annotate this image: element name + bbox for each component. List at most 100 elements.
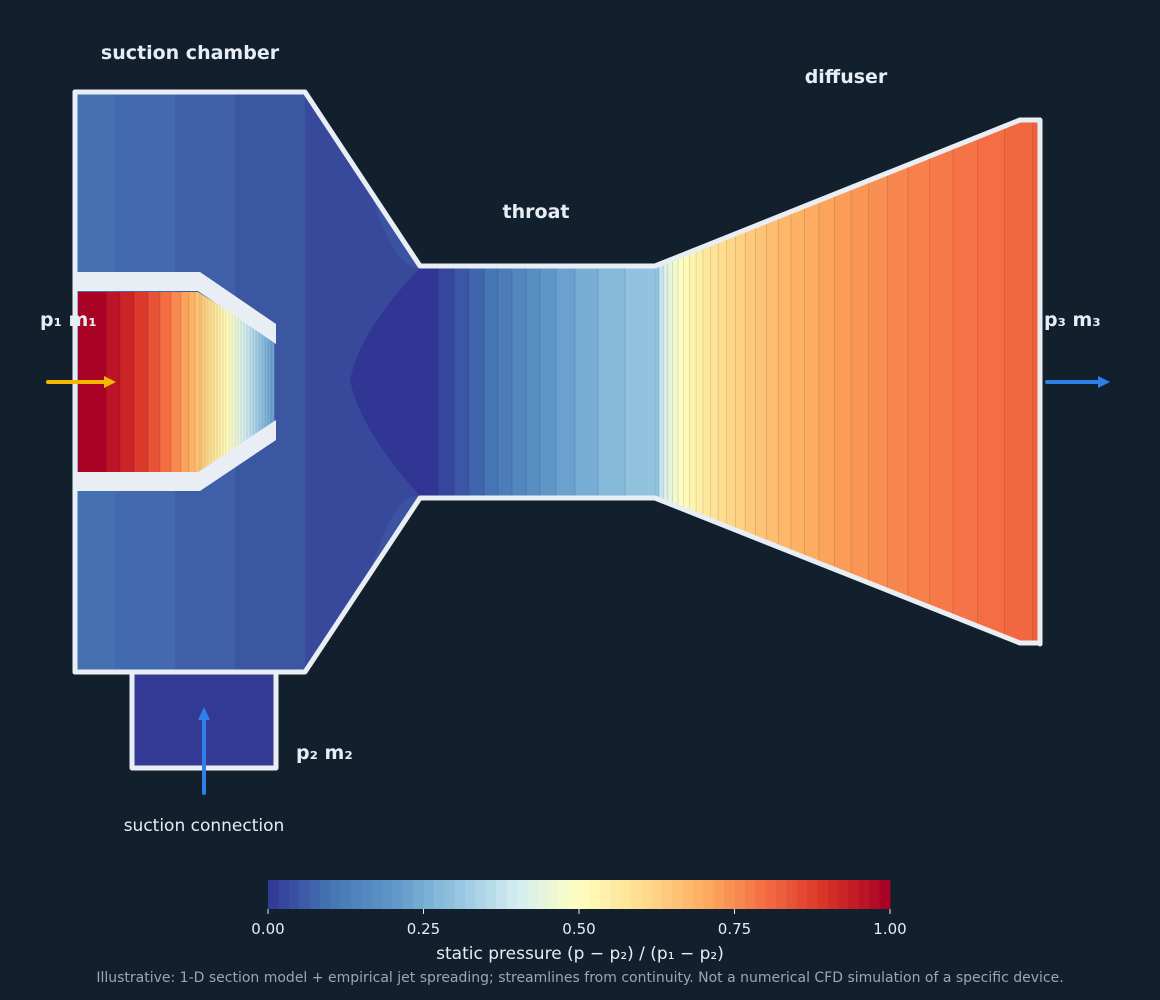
diffuser-band: [726, 122, 737, 641]
colorbar-step: [879, 880, 891, 909]
flow-arrows: [46, 376, 1110, 795]
colorbar-step: [392, 880, 404, 909]
colorbar-step: [610, 880, 621, 909]
colorbar-tick-label: 0.50: [562, 920, 595, 938]
colorbar-step: [568, 880, 580, 909]
colorbar-step: [786, 880, 798, 909]
throat-field: [350, 268, 655, 496]
diffuser-band: [804, 122, 820, 641]
nozzle-band: [180, 292, 190, 472]
colorbar-step: [838, 880, 849, 909]
diffuser-band: [850, 122, 870, 641]
throat-label: throat: [503, 201, 570, 223]
colorbar-step: [620, 880, 632, 909]
suction-connection-label: suction connection: [124, 816, 285, 836]
colorbar-step: [413, 880, 424, 909]
diffuser-band: [689, 122, 697, 641]
colorbar-step: [516, 880, 528, 909]
diffuser-band: [778, 122, 792, 641]
nozzle-band: [147, 292, 161, 472]
colorbar-step: [278, 880, 290, 909]
diffuser-label: diffuser: [805, 66, 888, 88]
diffuser-band: [695, 122, 704, 641]
primary-inlet-label: p₁ m₁: [40, 309, 97, 331]
colorbar-step: [672, 880, 684, 909]
diffuser-band: [868, 122, 889, 641]
colorbar-step: [589, 880, 601, 909]
colorbar-step: [661, 880, 673, 909]
colorbar-step: [454, 880, 466, 909]
colorbar-step: [827, 880, 839, 909]
diffuser-band: [1004, 122, 1034, 641]
colorbar-tick-label: 1.00: [873, 920, 906, 938]
colorbar-tick-label: 0.25: [407, 920, 440, 938]
throat-band: [624, 268, 655, 496]
colorbar-step: [734, 880, 746, 909]
colorbar-step: [807, 880, 818, 909]
diffuser-band: [1032, 122, 1038, 641]
throat-band: [453, 268, 470, 496]
diffuser-band: [717, 122, 728, 641]
colorbar-tick-label: 0.75: [718, 920, 751, 938]
colorbar-step: [423, 880, 435, 909]
colorbar-step: [869, 880, 881, 909]
colorbar-step: [309, 880, 321, 909]
diffuser-band: [907, 122, 931, 641]
diffuser-band: [766, 122, 780, 641]
diffuser-field: [655, 122, 1038, 641]
nozzle-band: [194, 292, 201, 472]
primary-inlet-arrow: [46, 376, 116, 388]
diffuser-band: [709, 122, 719, 641]
diffuser-band: [887, 122, 909, 641]
throat-band: [597, 268, 626, 496]
throat-band: [437, 268, 455, 496]
throat-band: [497, 268, 513, 496]
colorbar-step: [651, 880, 663, 909]
nozzle-band: [270, 292, 275, 472]
nozzle-band: [188, 292, 196, 472]
colorbar-step: [464, 880, 476, 909]
colorbar-step: [703, 880, 715, 909]
colorbar-step: [724, 880, 735, 909]
colorbar-step: [775, 880, 787, 909]
colorbar-step: [796, 880, 808, 909]
diffuser-band: [667, 122, 674, 641]
throat-band: [468, 268, 485, 496]
colorbar-step: [527, 880, 538, 909]
pressure-field: [75, 92, 1038, 768]
colorbar-step: [444, 880, 455, 909]
primary-nozzle-field: [78, 292, 275, 472]
colorbar-step: [558, 880, 570, 909]
suction-inlet-arrow: [198, 707, 210, 795]
colorbar-step: [340, 880, 352, 909]
throat-band: [525, 268, 541, 496]
throat-band: [555, 268, 576, 496]
nozzle-band: [133, 292, 149, 472]
colorbar-step: [858, 880, 870, 909]
colorbar-step: [496, 880, 507, 909]
colorbar-step: [630, 880, 642, 909]
colorbar-step: [744, 880, 756, 909]
colorbar-step: [848, 880, 860, 909]
colorbar-step: [755, 880, 766, 909]
colorbar-step: [268, 880, 279, 909]
colorbar-step: [641, 880, 652, 909]
ejector-walls: [72, 89, 1043, 771]
colorbar-step: [475, 880, 487, 909]
diffuser-band: [977, 122, 1006, 641]
colorbar-step: [579, 880, 590, 909]
colorbar-tick-label: 0.00: [251, 920, 284, 938]
colorbar-step: [506, 880, 518, 909]
colorbar-step: [693, 880, 704, 909]
throat-band: [483, 268, 499, 496]
diffuser-band: [755, 122, 768, 641]
diffuser-band: [672, 122, 679, 641]
colorbar-label: static pressure (p − p₂) / (p₁ − p₂): [436, 944, 724, 964]
colorbar-step: [765, 880, 777, 909]
colorbar-step: [350, 880, 362, 909]
colorbar-step: [299, 880, 310, 909]
outlet-arrow: [1045, 376, 1110, 388]
colorbar-step: [599, 880, 611, 909]
colorbar-step: [817, 880, 829, 909]
